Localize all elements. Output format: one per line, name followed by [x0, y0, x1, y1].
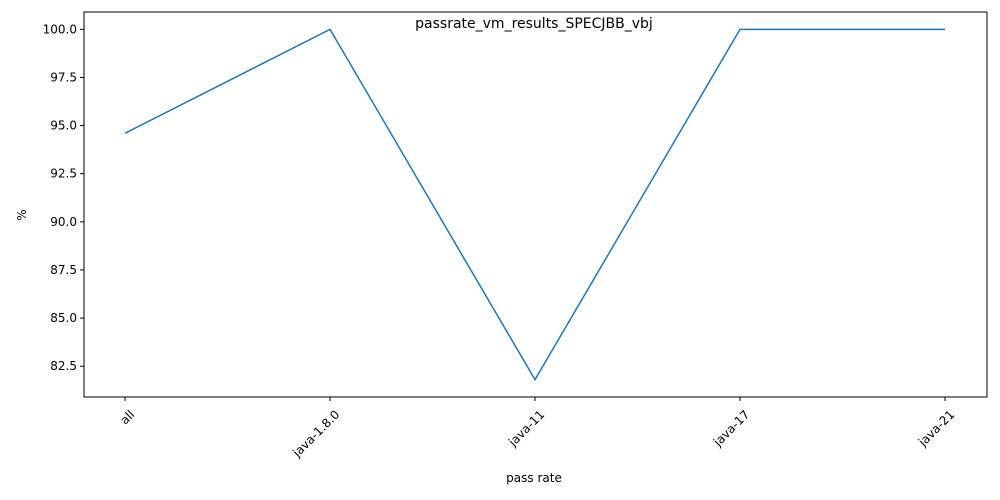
- x-tick-label: java-17: [710, 407, 752, 449]
- x-tick-label: java-21: [915, 407, 957, 449]
- y-tick-label: 85.0: [50, 311, 77, 325]
- y-axis: 82.5 85.0 87.5 90.0 92.5 95.0 97.5 100.0: [43, 22, 84, 373]
- x-tick-label: java-11: [505, 407, 547, 449]
- y-tick-label: 92.5: [50, 167, 77, 181]
- y-tick-label: 90.0: [50, 215, 77, 229]
- x-axis: all java-1.8.0 java-11 java-17 java-21: [118, 397, 957, 460]
- x-tick-label: java-1.8.0: [289, 407, 342, 460]
- x-tick-label: all: [118, 407, 138, 427]
- x-axis-label: pass rate: [506, 471, 562, 485]
- y-tick-label: 100.0: [43, 22, 77, 36]
- y-tick-label: 97.5: [50, 70, 77, 84]
- y-tick-label: 95.0: [50, 119, 77, 133]
- y-tick-label: 82.5: [50, 359, 77, 373]
- chart-title: passrate_vm_results_SPECJBB_vbj: [415, 16, 653, 32]
- plot-frame: [83, 11, 988, 398]
- series-line: [124, 28, 945, 382]
- y-axis-label: %: [15, 209, 29, 220]
- y-tick-label: 87.5: [50, 263, 77, 277]
